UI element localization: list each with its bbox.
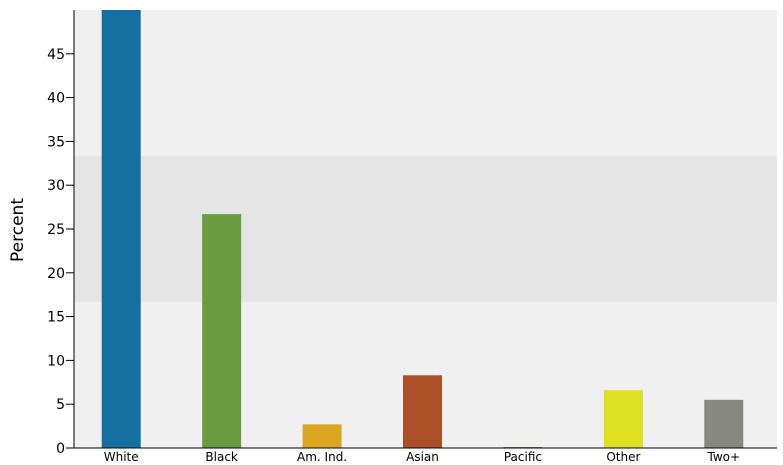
x-category-label: Two+ <box>707 450 741 464</box>
bar-two <box>704 399 744 448</box>
y-tick-label: 25 <box>47 222 65 238</box>
bar-black <box>202 214 242 448</box>
x-axis-labels: White Black Am. Ind. Asian Pacific Other Two+ <box>104 450 740 464</box>
y-tick-label: 20 <box>47 266 65 282</box>
y-tick-label: 35 <box>47 134 65 150</box>
bar-am-ind <box>302 424 342 448</box>
y-tick-label: 5 <box>56 397 65 413</box>
bars-group <box>101 10 744 449</box>
x-category-label: Other <box>606 450 640 464</box>
x-category-label: Black <box>205 450 238 464</box>
x-category-label: Asian <box>406 450 439 464</box>
y-tick-label: 0 <box>56 441 65 457</box>
bar-white <box>101 10 141 448</box>
highlight-band <box>74 156 777 302</box>
y-tick-label: 40 <box>47 91 65 107</box>
bar-asian <box>403 375 442 448</box>
y-tick-label: 15 <box>47 310 65 326</box>
y-tick-label: 10 <box>47 353 65 369</box>
x-category-label: Am. Ind. <box>297 450 347 464</box>
y-axis-title: Percent <box>8 198 28 262</box>
bar-other <box>603 390 643 448</box>
y-tick-label: 45 <box>47 47 65 63</box>
y-tick-label: 30 <box>47 178 65 194</box>
x-category-label: White <box>104 450 139 464</box>
x-category-label: Pacific <box>504 450 542 464</box>
y-axis-ticks: 0 5 10 15 20 25 30 35 40 45 <box>47 47 74 457</box>
